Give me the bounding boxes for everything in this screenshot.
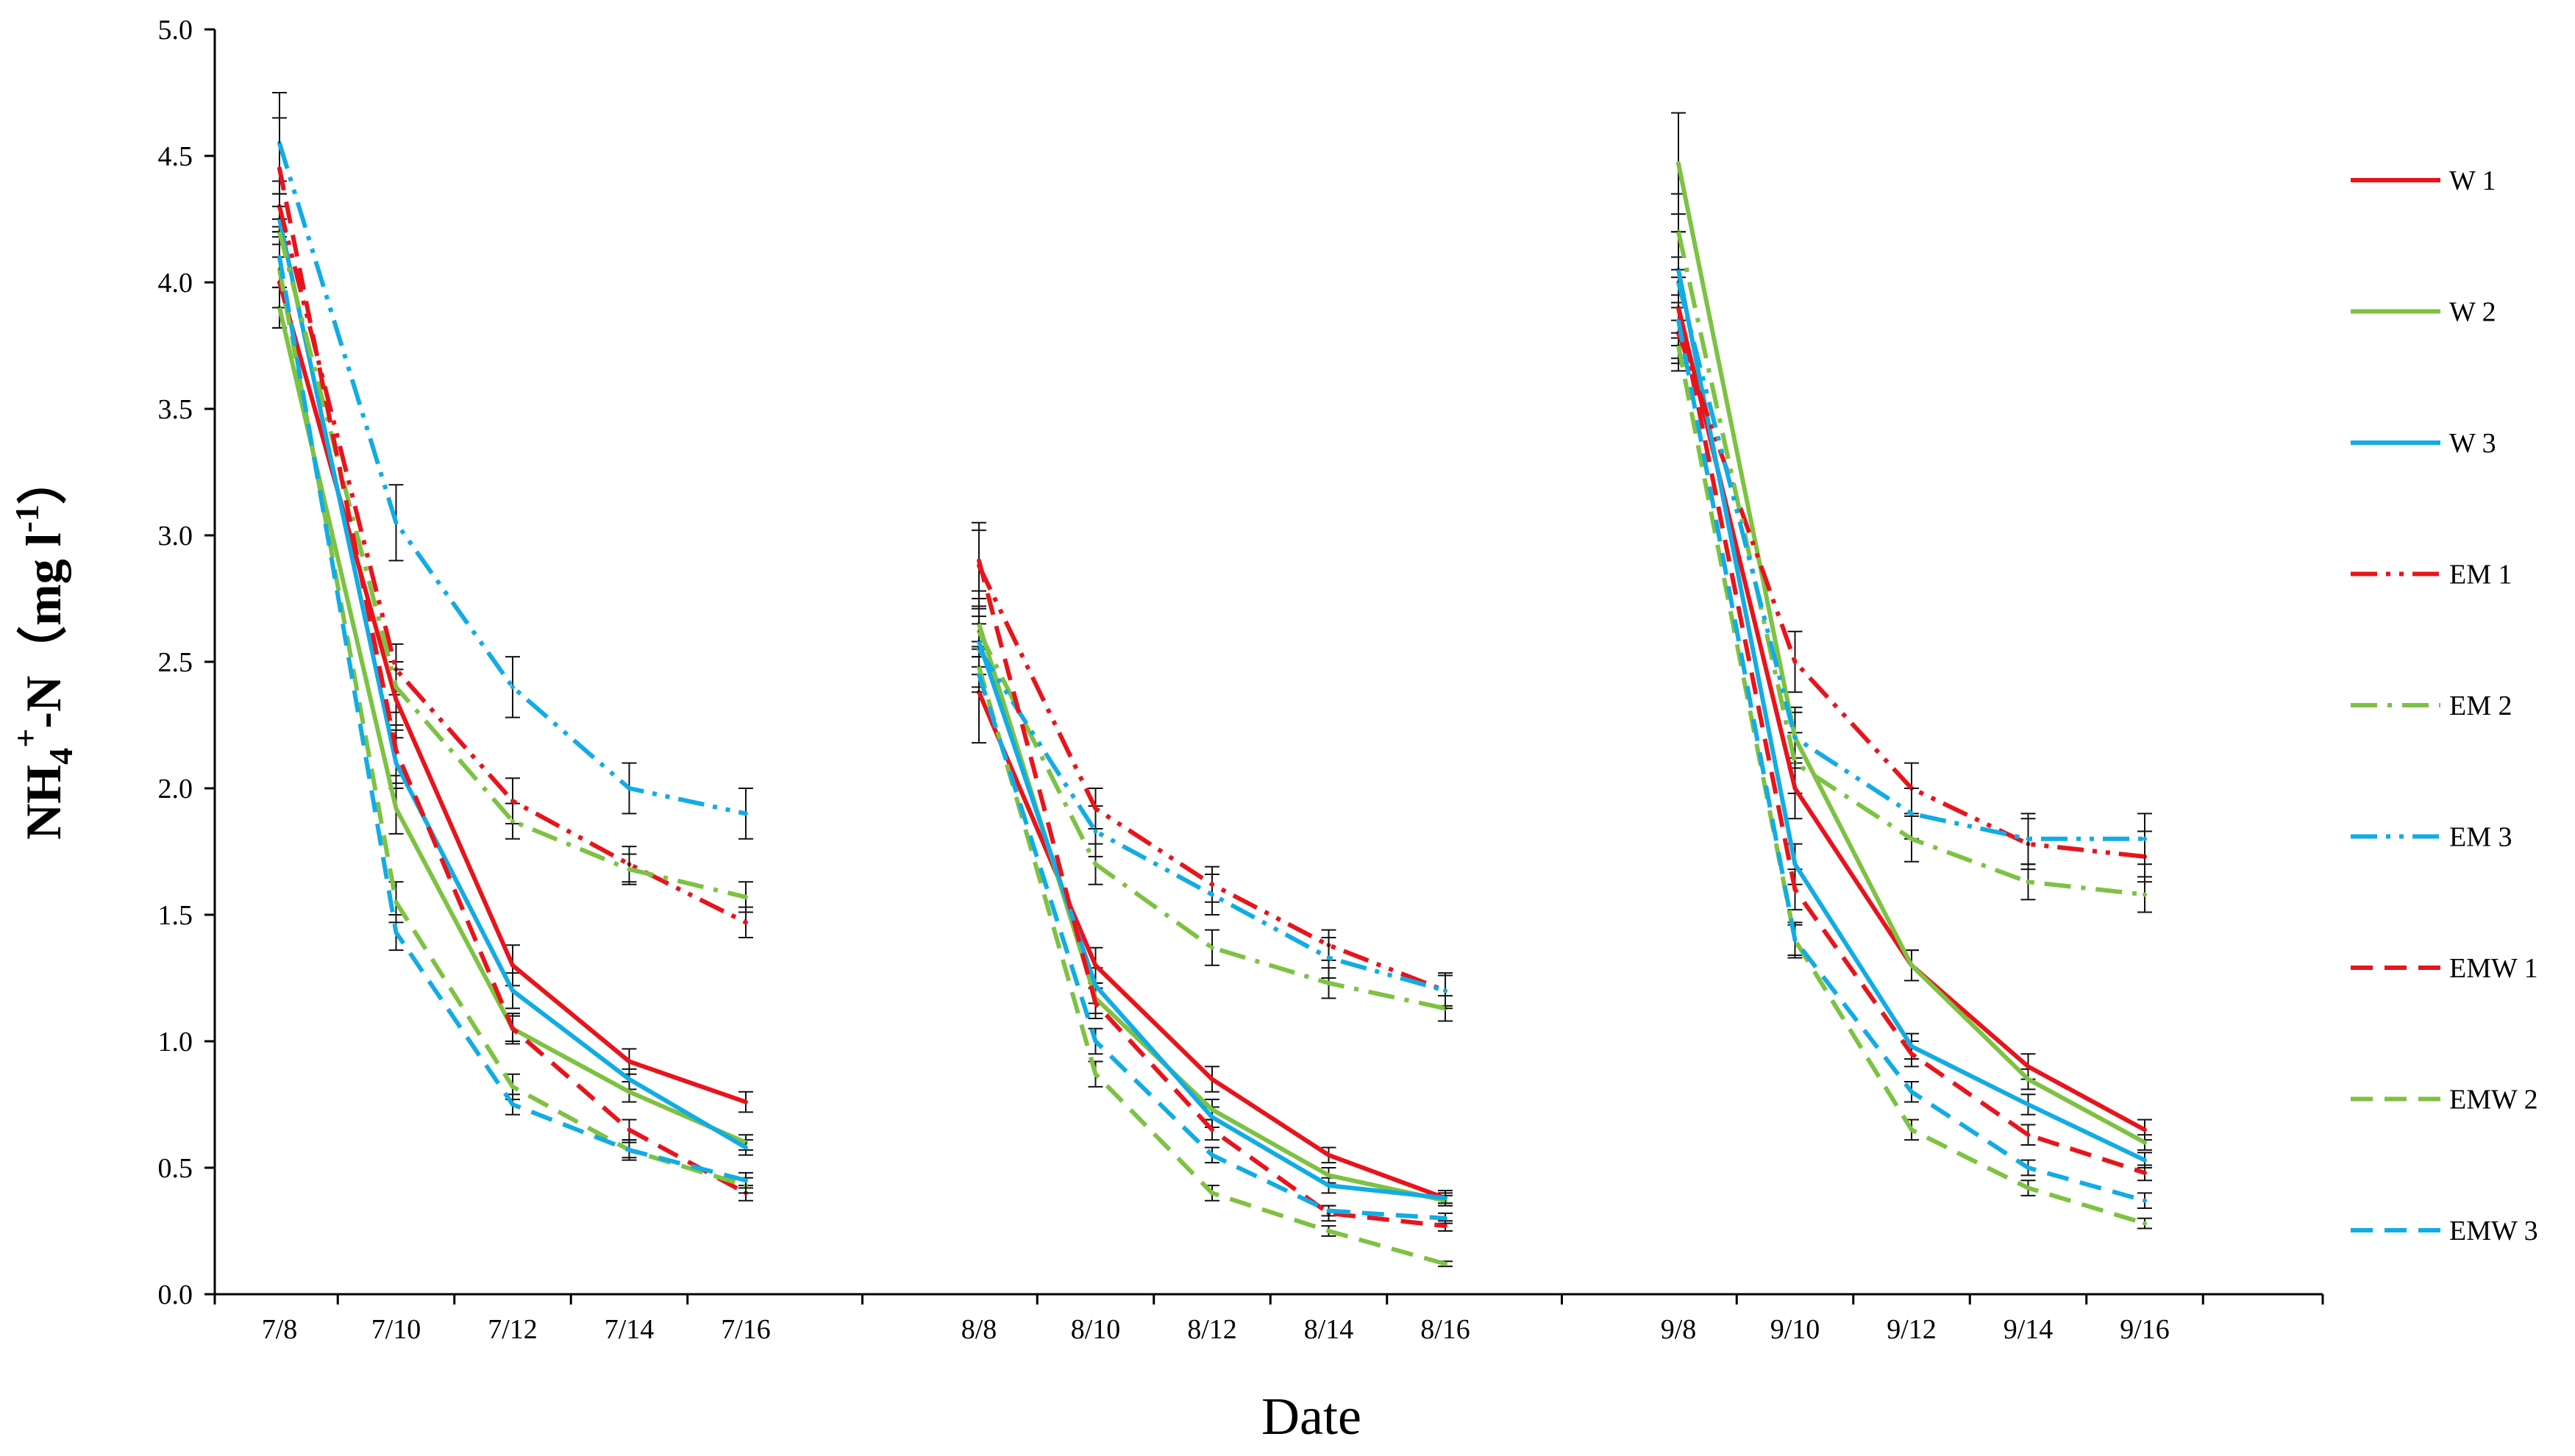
series-line-emw-2-group-1 — [277, 269, 747, 1188]
x-tick-label: 7/14 — [605, 1314, 655, 1345]
data-point — [1210, 945, 1214, 950]
x-tick-label: 7/16 — [721, 1314, 771, 1345]
x-tick-label: 9/12 — [1887, 1314, 1937, 1345]
data-point — [2143, 1221, 2147, 1226]
series-line-w-2-group-3 — [1676, 163, 2146, 1145]
legend-label-emw-2: EMW 2 — [2449, 1085, 2538, 1116]
y-tick-label: 5.0 — [158, 15, 193, 46]
x-tick-label: 7/8 — [262, 1314, 298, 1345]
y-tick-label: 2.0 — [158, 774, 193, 804]
y-axis-title: NH4+-N（mg l-1） — [7, 454, 79, 840]
series-line-w-3-group-2 — [977, 640, 1446, 1201]
y-tick-label: 4.5 — [158, 141, 193, 172]
legend: W 1 W 2 W 3 EM 1 EM 2 EM 3 EMW 1 EMW 2 EMW 3 — [2351, 165, 2538, 1246]
data-point — [510, 818, 515, 824]
series-line-emw-1-group-2 — [977, 560, 1446, 1229]
series-line-w-1-group-3 — [1676, 307, 2146, 1132]
series-line-emw-2-group-2 — [977, 666, 1446, 1266]
data-point — [1093, 829, 1098, 834]
x-tick-label: 8/14 — [1304, 1314, 1354, 1345]
y-tick-label: 3.5 — [158, 394, 193, 425]
legend-label-em-3: EM 3 — [2449, 822, 2512, 853]
series-line-em-3-group-1 — [277, 142, 747, 816]
series-line-emw-2-group-3 — [1676, 345, 2145, 1226]
y-tick-label: 2.5 — [158, 647, 193, 678]
x-tick-label: 9/14 — [2004, 1314, 2054, 1345]
series-line-em-2-group-2 — [977, 630, 1446, 1011]
x-tick-label: 9/16 — [2120, 1314, 2170, 1345]
series-line-emw-3-group-3 — [1676, 320, 2145, 1203]
x-tick-label: 8/8 — [961, 1314, 997, 1345]
y-tick-label: 4.0 — [158, 268, 193, 299]
series-line-emw-1-group-1 — [277, 168, 747, 1196]
series-line-em-1-group-1 — [277, 206, 747, 924]
x-tick-label: 8/12 — [1187, 1314, 1237, 1345]
series-line-em-2-group-1 — [277, 231, 747, 899]
axes: 0.0 0.5 1.0 1.5 2.0 2.5 3.0 3.5 4.0 4.5 5.0 7/8 7/10… — [158, 15, 2324, 1345]
y-tick-label: 0.0 — [158, 1280, 193, 1310]
data-point — [510, 685, 515, 690]
series-line-em-1-group-2 — [977, 565, 1447, 993]
series-lines — [277, 142, 2146, 1266]
y-tick-label: 1.0 — [158, 1027, 193, 1057]
data-point — [2143, 892, 2147, 897]
series-line-emw-1-group-3 — [1676, 307, 2145, 1175]
error-bars — [272, 92, 2152, 1268]
x-tick-label: 8/10 — [1071, 1314, 1121, 1345]
legend-label-w-3: W 3 — [2449, 428, 2496, 459]
series-line-w-1-group-1 — [277, 282, 747, 1105]
data-point — [1443, 988, 1447, 993]
series-line-emw-3-group-2 — [977, 674, 1446, 1221]
data-point — [2026, 879, 2031, 885]
x-tick-label: 8/16 — [1420, 1314, 1470, 1345]
y-tick-label: 1.5 — [158, 900, 193, 931]
x-axis-title: Date — [1261, 1387, 1361, 1446]
y-tick-label: 0.5 — [158, 1153, 193, 1184]
legend-label-emw-3: EMW 3 — [2449, 1216, 2538, 1246]
legend-label-em-2: EM 2 — [2449, 690, 2512, 721]
x-tick-label: 7/10 — [371, 1314, 421, 1345]
x-tick-label: 7/12 — [488, 1314, 538, 1345]
series-line-em-3-group-2 — [977, 648, 1446, 993]
legend-label-w-1: W 1 — [2449, 165, 2496, 196]
series-line-w-3-group-3 — [1676, 269, 2146, 1163]
data-point — [2143, 836, 2147, 841]
legend-label-em-1: EM 1 — [2449, 560, 2512, 590]
series-line-w-3-group-1 — [277, 218, 747, 1150]
legend-label-w-2: W 2 — [2449, 297, 2496, 328]
y-tick-label: 3.0 — [158, 521, 193, 552]
series-line-em-1-group-3 — [1676, 332, 2145, 859]
legend-label-emw-1: EMW 1 — [2449, 953, 2538, 984]
series-line-emw-3-group-1 — [277, 257, 747, 1183]
series-line-em-3-group-3 — [1676, 282, 2145, 841]
x-tick-label: 9/10 — [1770, 1314, 1820, 1345]
x-tick-label: 9/8 — [1661, 1314, 1697, 1345]
data-point — [2143, 1198, 2147, 1203]
